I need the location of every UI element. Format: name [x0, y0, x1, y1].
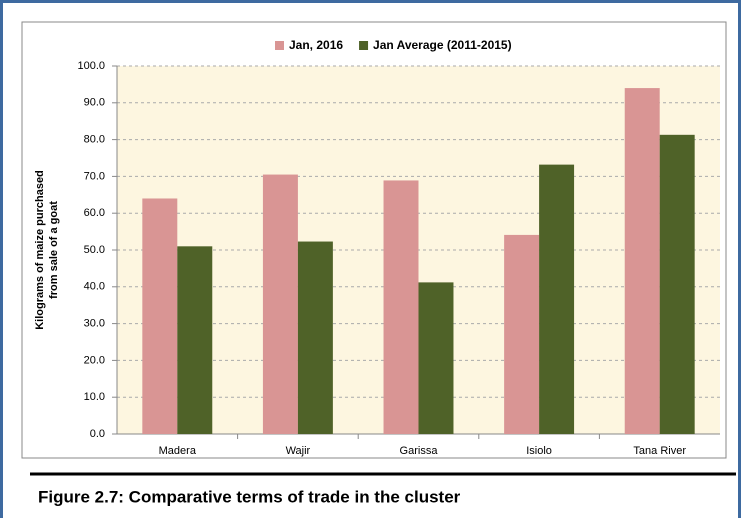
bar	[142, 198, 178, 434]
x-tick-label: Isiolo	[526, 445, 552, 457]
legend-swatch	[359, 41, 369, 50]
bar	[504, 234, 540, 434]
y-tick-label: 80.0	[84, 134, 105, 146]
y-tick-label: 70.0	[84, 170, 105, 182]
x-tick-label: Wajir	[286, 445, 311, 457]
y-tick-label: 60.0	[84, 207, 105, 219]
bar	[297, 241, 333, 434]
y-tick-label: 90.0	[84, 97, 105, 109]
legend-label: Jan, 2016	[289, 38, 343, 52]
caption: Figure 2.7: Comparative terms of trade i…	[38, 487, 461, 506]
y-tick-label: 30.0	[84, 318, 105, 330]
bar	[659, 134, 695, 435]
legend-swatch	[275, 41, 284, 50]
y-axis-label: Kilograms of maize purchased from sale of…	[34, 170, 60, 330]
bar	[383, 180, 419, 434]
bar	[539, 164, 575, 434]
y-axis-label-line: Kilograms of maize purchased	[34, 170, 46, 330]
x-tick-label: Garissa	[400, 445, 439, 457]
bar	[262, 174, 298, 434]
y-tick-label: 20.0	[84, 354, 105, 366]
bar	[177, 246, 213, 434]
x-tick-label: Tana River	[633, 445, 686, 457]
y-tick-label: 0.0	[90, 428, 105, 440]
y-axis-label-line: from sale of a goat	[48, 201, 60, 299]
y-tick-label: 100.0	[77, 60, 105, 72]
y-tick-label: 40.0	[84, 281, 105, 293]
bar	[624, 88, 660, 434]
y-tick-label: 10.0	[84, 391, 105, 403]
x-tick-label: Madera	[159, 445, 197, 457]
y-tick-label: 50.0	[84, 244, 105, 256]
legend-label: Jan Average (2011-2015)	[373, 38, 512, 52]
bar	[418, 282, 454, 434]
